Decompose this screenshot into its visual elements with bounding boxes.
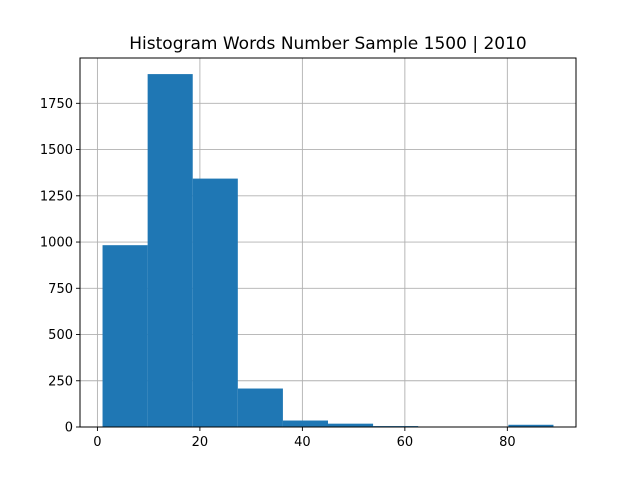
y-tick-label-5: 1250	[40, 189, 73, 204]
histogram-bar-9	[508, 424, 554, 427]
x-tick-label-4: 80	[499, 435, 516, 450]
axes-frame	[79, 57, 577, 428]
x-axis-ticks: 0 20 40 60 80	[93, 427, 516, 450]
histogram-bar-0	[102, 245, 148, 427]
y-tick-label-7: 1750	[40, 97, 73, 112]
y-axis-ticks: 0 250 500 750 1000 1250 1500 1750	[40, 97, 80, 436]
x-tick-label-3: 60	[397, 435, 414, 450]
x-tick-label-1: 20	[192, 435, 209, 450]
y-tick-label-2: 500	[48, 328, 73, 343]
y-tick-label-6: 1500	[40, 143, 73, 158]
histogram-bar-5	[328, 423, 374, 427]
histogram-bar-3	[237, 388, 283, 427]
histogram-bar-2	[192, 178, 238, 427]
chart-title: Histogram Words Number Sample 1500 | 201…	[129, 34, 526, 54]
y-tick-label-1: 250	[48, 374, 73, 389]
histogram-bar-1	[147, 74, 193, 427]
x-tick-label-2: 40	[294, 435, 311, 450]
y-tick-label-4: 1000	[40, 236, 73, 251]
y-tick-label-3: 750	[48, 282, 73, 297]
y-tick-label-0: 0	[65, 421, 73, 436]
x-tick-label-0: 0	[93, 435, 101, 450]
histogram-bar-4	[282, 420, 328, 427]
histogram-bars	[102, 74, 554, 427]
